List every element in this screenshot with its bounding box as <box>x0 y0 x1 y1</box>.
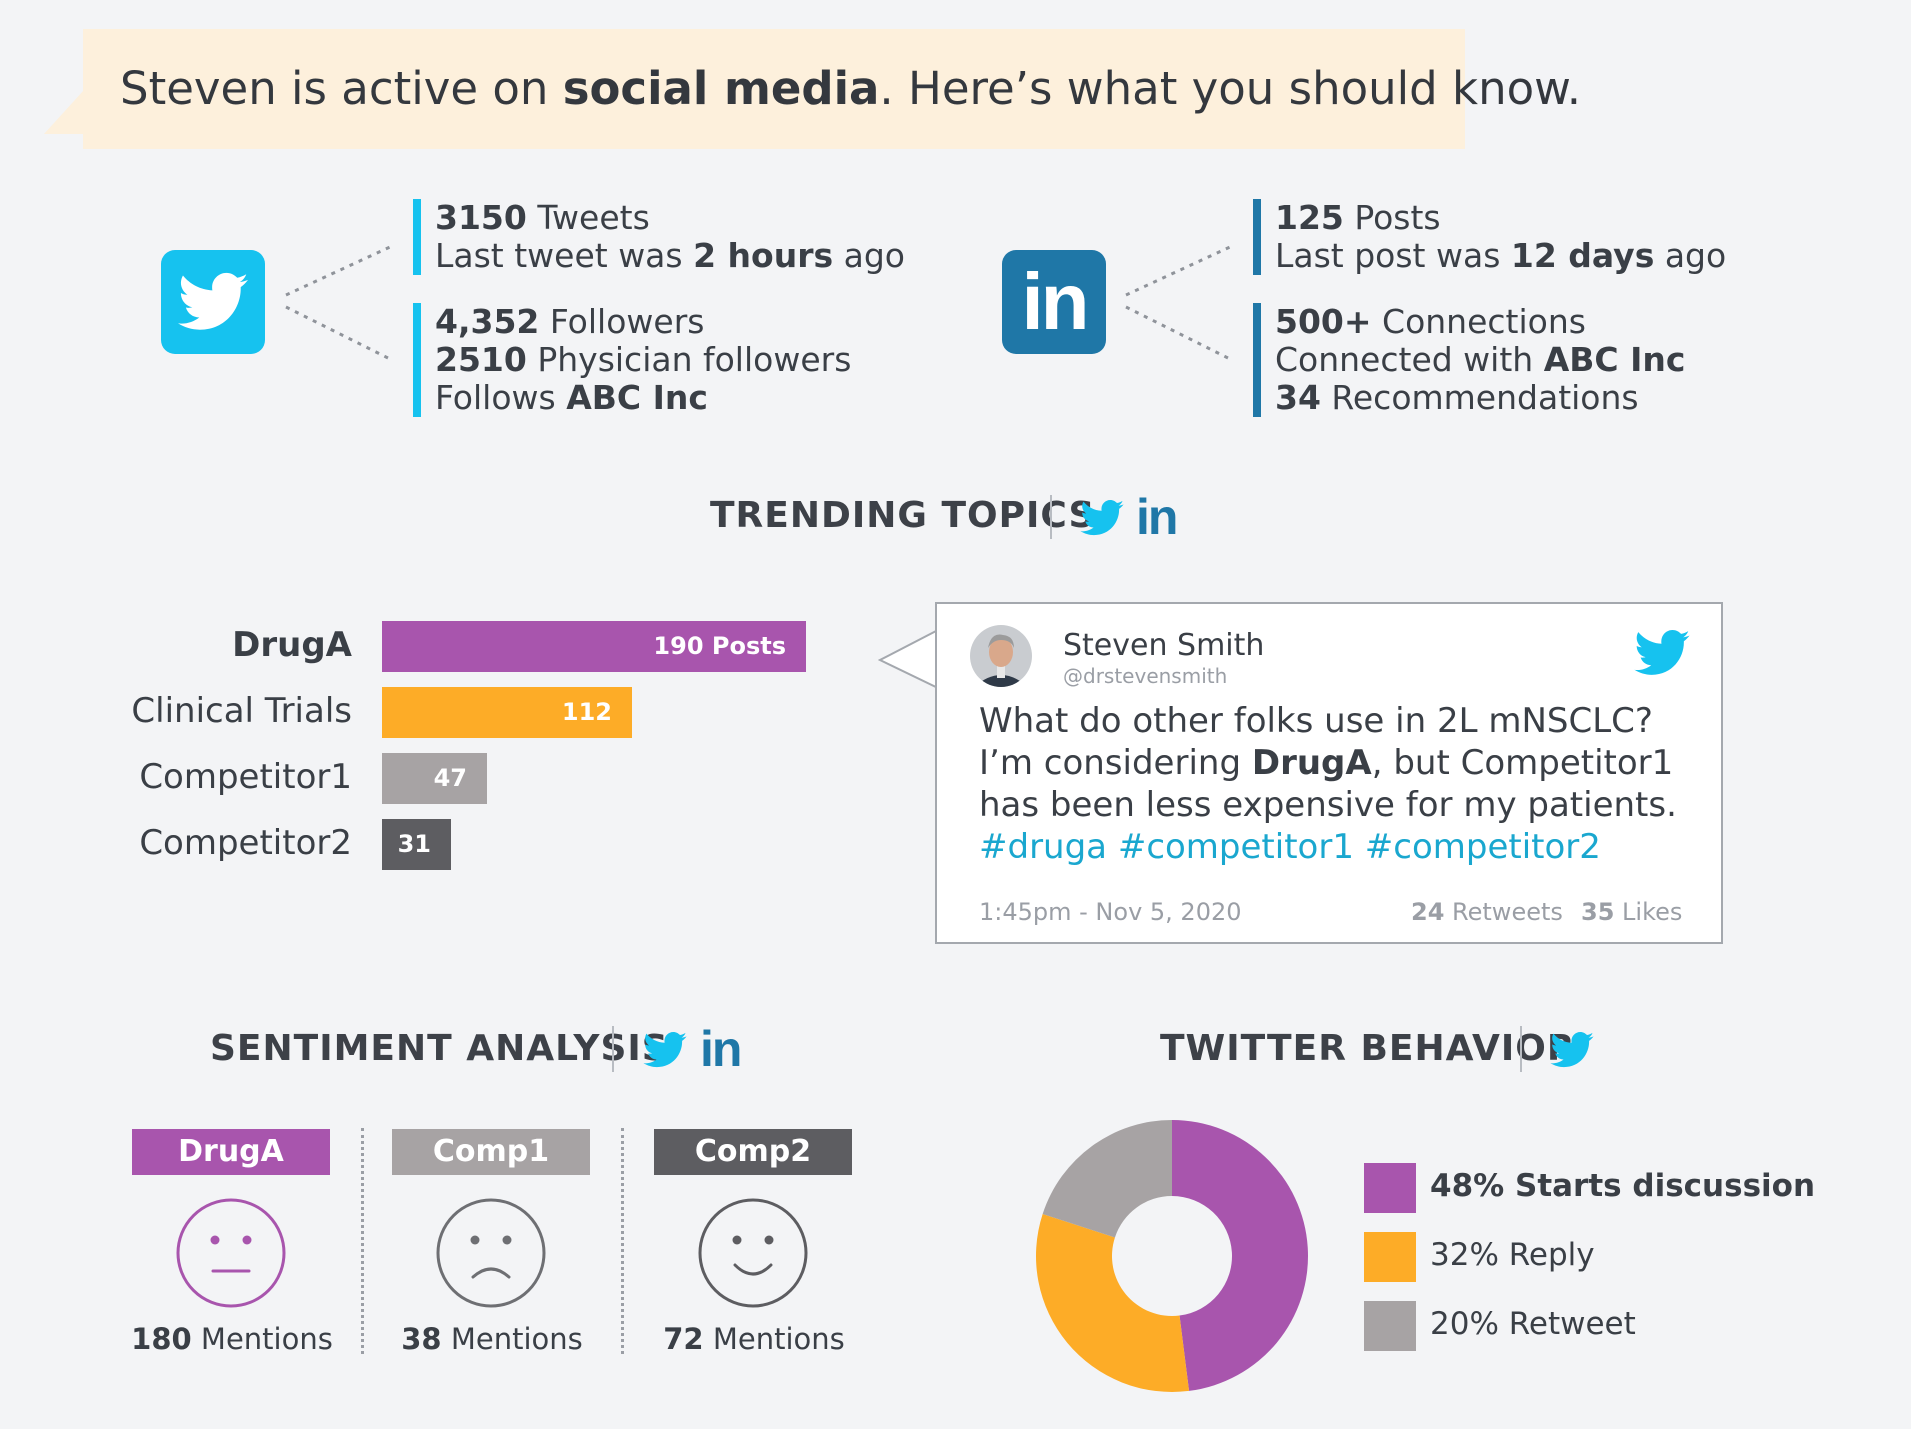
sentiment-label-comp2: Comp2 <box>654 1129 852 1175</box>
bar <box>382 621 806 672</box>
legend-label: 20% Retweet <box>1430 1306 1636 1342</box>
bar-value-label: 31 <box>397 830 431 858</box>
title-separator <box>1050 495 1052 539</box>
bar-category-label: Clinical Trials <box>131 691 352 731</box>
linkedin-icon: in <box>1136 489 1178 545</box>
twitter-icon <box>1550 1032 1594 1068</box>
avatar <box>970 625 1032 687</box>
column-divider <box>621 1128 624 1354</box>
twitter-connector <box>285 245 391 361</box>
tweet-author-name[interactable]: Steven Smith <box>1063 628 1265 663</box>
hashtag-link[interactable]: #competitor2 <box>1364 827 1601 867</box>
bar-value-label: 190 Posts <box>653 632 786 660</box>
bar-value-label: 112 <box>561 698 612 726</box>
linkedin-logo-icon: in <box>1002 250 1106 354</box>
twitter-followers-stat: 4,352 Followers 2510 Physician followers… <box>413 303 851 417</box>
header-banner <box>83 29 1465 149</box>
legend-swatch <box>1364 1232 1416 1282</box>
title-separator <box>612 1026 614 1072</box>
twitter-icon <box>1634 630 1690 675</box>
sad-face-icon <box>436 1198 546 1308</box>
bar <box>382 753 487 804</box>
twitter-logo-icon <box>161 250 265 354</box>
bar-category-label: Competitor1 <box>139 757 352 797</box>
donut-slice <box>1036 1213 1190 1392</box>
legend-label: 32% Reply <box>1430 1237 1595 1273</box>
linkedin-connector <box>1125 245 1231 361</box>
hashtag-link[interactable]: #druga <box>979 827 1108 867</box>
tweet-likes[interactable]: 35 Likes <box>1581 898 1683 926</box>
twitter-icon <box>643 1032 687 1068</box>
bar-category-label: DrugA <box>232 625 352 665</box>
sentiment-mentions-comp1: 38 Mentions <box>401 1322 583 1356</box>
sentiment-mentions-comp2: 72 Mentions <box>663 1322 845 1356</box>
tweet-timestamp[interactable]: 1:45pm - Nov 5, 2020 <box>979 898 1242 926</box>
bar-value-label: 47 <box>433 764 467 792</box>
legend-swatch <box>1364 1163 1416 1213</box>
bar <box>382 687 632 738</box>
happy-face-icon <box>698 1198 808 1308</box>
hashtag-link[interactable]: #competitor1 <box>1117 827 1354 867</box>
tweet-pointer <box>878 628 940 690</box>
sentiment-mentions-druga: 180 Mentions <box>131 1322 333 1356</box>
legend-label: 48% Starts discussion <box>1430 1168 1816 1204</box>
neutral-face-icon <box>176 1198 286 1308</box>
tweet-author-handle[interactable]: @drstevensmith <box>1063 664 1228 688</box>
header-tail <box>44 90 84 134</box>
twitter-behavior-title: TWITTER BEHAVIOR <box>1160 1028 1576 1069</box>
tweet-retweets[interactable]: 24 Retweets <box>1411 898 1563 926</box>
tweet-body: What do other folks use in 2L mNSCLC? I’… <box>979 701 1677 867</box>
bar <box>382 819 451 870</box>
sentiment-label-comp1: Comp1 <box>392 1129 590 1175</box>
donut-slice <box>1042 1120 1172 1238</box>
bar-category-label: Competitor2 <box>139 823 352 863</box>
linkedin-posts-stat: 125 Posts Last post was 12 days ago <box>1253 199 1726 275</box>
column-divider <box>361 1128 364 1354</box>
behavior-donut-chart <box>1036 1120 1309 1392</box>
legend-swatch <box>1364 1301 1416 1351</box>
title-separator <box>1520 1026 1522 1072</box>
trending-topics-title: TRENDING TOPICS <box>710 495 1096 536</box>
tweet-card[interactable]: Steven Smith @drstevensmith What do othe… <box>935 602 1723 944</box>
twitter-tweets-stat: 3150 Tweets Last tweet was 2 hours ago <box>413 199 905 275</box>
header-title: Steven is active on social media. Here’s… <box>120 62 1582 115</box>
sentiment-analysis-title: SENTIMENT ANALYSIS <box>210 1028 669 1069</box>
linkedin-connections-stat: 500+ Connections Connected with ABC Inc … <box>1253 303 1685 417</box>
sentiment-label-druga: DrugA <box>132 1129 330 1175</box>
linkedin-icon: in <box>700 1021 742 1077</box>
twitter-icon <box>1080 500 1124 536</box>
donut-slice <box>1172 1120 1309 1391</box>
